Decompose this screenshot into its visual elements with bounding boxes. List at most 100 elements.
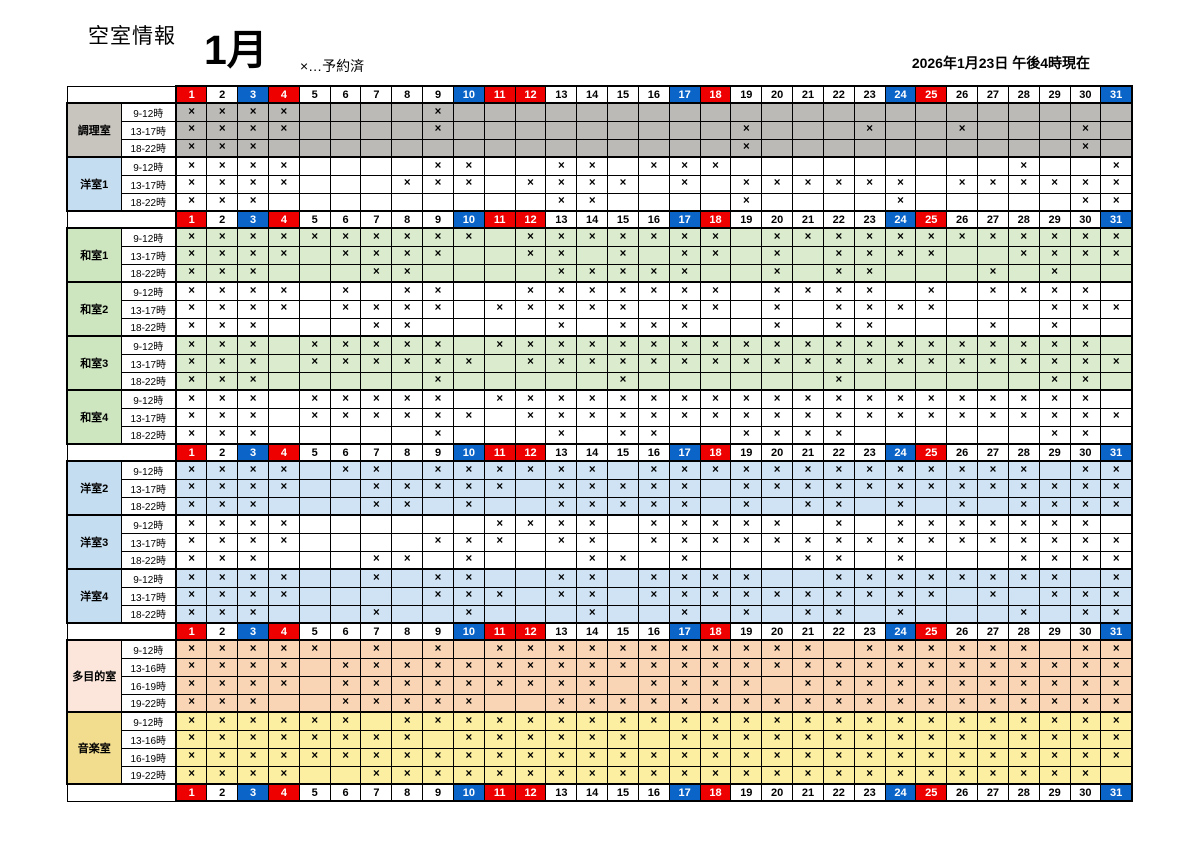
availability-cell-reserved: × [360, 460, 393, 480]
availability-cell-reserved: × [422, 353, 454, 373]
availability-cell-free [298, 281, 331, 301]
availability-cell-reserved: × [607, 245, 639, 265]
availability-cell-free [730, 550, 763, 570]
availability-cell-free [699, 138, 732, 158]
availability-cell-reserved: × [1038, 496, 1071, 516]
availability-cell-free [391, 639, 424, 659]
availability-cell-reserved: × [483, 765, 516, 785]
time-slot-cell: 9-12時 [120, 156, 177, 176]
availability-cell-reserved: × [576, 568, 609, 588]
availability-cell-free [822, 156, 855, 176]
day-header-cell: 15 [607, 443, 639, 462]
availability-cell-reserved: × [576, 514, 609, 534]
availability-cell-free [792, 192, 824, 212]
availability-row: 18-22時 × × × × × [67, 138, 1134, 158]
availability-cell-reserved: × [792, 675, 824, 695]
availability-cell-reserved: × [1007, 532, 1040, 552]
availability-cell-reserved: × [1007, 174, 1040, 194]
availability-cell-reserved: × [977, 478, 1009, 498]
availability-cell-free [452, 335, 485, 355]
availability-cell-reserved: × [576, 586, 609, 606]
time-slot-cell: 18-22時 [120, 604, 177, 624]
availability-row: 13-16時 × × × × × × × × × × × × × × × × × × × × × × × × × × × × × [67, 729, 1134, 749]
availability-cell-free [730, 281, 763, 301]
availability-cell-reserved: × [267, 675, 300, 695]
availability-cell-reserved: × [576, 156, 609, 176]
availability-row: 音楽室 9-12時 × × × × × × × × × × × × × × × × × × × × × × × × × × × × × × [66, 711, 1134, 785]
availability-cell-free [329, 568, 362, 588]
availability-cell-reserved: × [298, 747, 331, 767]
availability-cell-reserved: × [977, 353, 1009, 373]
day-header-cell: 9 [422, 443, 454, 462]
time-slot-cell: 9-12時 [120, 711, 177, 731]
availability-cell-reserved: × [915, 568, 948, 588]
day-header-cell: 13 [545, 85, 578, 104]
availability-cell-reserved: × [576, 299, 609, 319]
availability-cell-reserved: × [607, 657, 639, 677]
availability-cell-reserved: × [267, 174, 300, 194]
availability-cell-reserved: × [1038, 299, 1071, 319]
availability-cell-reserved: × [237, 604, 269, 624]
availability-cell-reserved: × [576, 263, 609, 283]
availability-cell-reserved: × [422, 407, 454, 427]
month-label: 1月 [204, 27, 268, 73]
day-header-cell-holiday: 18 [699, 443, 732, 462]
availability-cell-reserved: × [422, 765, 454, 785]
availability-cell-free [915, 120, 948, 140]
availability-cell-reserved: × [822, 693, 855, 713]
availability-cell-reserved: × [668, 550, 701, 570]
day-header-cell: 2 [206, 622, 239, 641]
availability-cell-free [668, 425, 701, 445]
availability-cell-reserved: × [452, 604, 485, 624]
availability-cell-reserved: × [607, 496, 639, 516]
availability-cell-free [267, 317, 300, 337]
availability-cell-free [483, 156, 516, 176]
availability-cell-reserved: × [237, 353, 269, 373]
availability-cell-free [329, 514, 362, 534]
day-header-cell: 5 [298, 783, 331, 802]
availability-cell-free [329, 604, 362, 624]
availability-cell-reserved: × [730, 478, 763, 498]
availability-cell-reserved: × [545, 335, 578, 355]
day-header-row: 1 2 3 4 5 6 7 8 9 10 11 12 13 14 15 16 17 18 19 20 21 22 23 24 2… [66, 622, 1134, 641]
availability-cell-reserved: × [884, 478, 917, 498]
availability-cell-reserved: × [915, 639, 948, 659]
availability-cell-reserved: × [175, 389, 208, 409]
availability-cell-reserved: × [637, 281, 670, 301]
availability-cell-reserved: × [1100, 586, 1134, 606]
availability-cell-reserved: × [699, 299, 732, 319]
availability-cell-reserved: × [822, 765, 855, 785]
availability-cell-reserved: × [822, 550, 855, 570]
availability-cell-reserved: × [730, 604, 763, 624]
availability-cell-reserved: × [391, 478, 424, 498]
room-label-cell: 調理室 [66, 102, 122, 158]
availability-cell-reserved: × [267, 532, 300, 552]
availability-row: 13-17時 × × × × × × × × × × × × × × × × × × × × × × × × × [67, 532, 1134, 552]
availability-cell-reserved: × [452, 711, 485, 731]
availability-cell-free [483, 317, 516, 337]
availability-cell-reserved: × [607, 281, 639, 301]
availability-cell-reserved: × [761, 317, 794, 337]
availability-cell-free [915, 604, 948, 624]
availability-cell-reserved: × [637, 478, 670, 498]
availability-cell-reserved: × [946, 496, 979, 516]
day-header-cell: 13 [545, 443, 578, 462]
day-header-cell: 26 [946, 443, 979, 462]
availability-cell-reserved: × [452, 174, 485, 194]
availability-cell-free [792, 317, 824, 337]
availability-cell-reserved: × [391, 550, 424, 570]
availability-cell-free [360, 102, 393, 122]
availability-cell-reserved: × [1038, 263, 1071, 283]
availability-cell-reserved: × [545, 478, 578, 498]
availability-cell-reserved: × [1007, 281, 1040, 301]
day-header-cell: 20 [761, 783, 794, 802]
day-header-cell: 16 [637, 783, 670, 802]
day-header-cell: 8 [391, 783, 424, 802]
availability-cell-reserved: × [576, 657, 609, 677]
availability-cell-reserved: × [237, 335, 269, 355]
availability-cell-reserved: × [607, 639, 639, 659]
availability-cell-free [699, 263, 732, 283]
availability-cell-free [884, 263, 917, 283]
availability-cell-reserved: × [422, 245, 454, 265]
day-header-cell: 27 [977, 210, 1009, 229]
